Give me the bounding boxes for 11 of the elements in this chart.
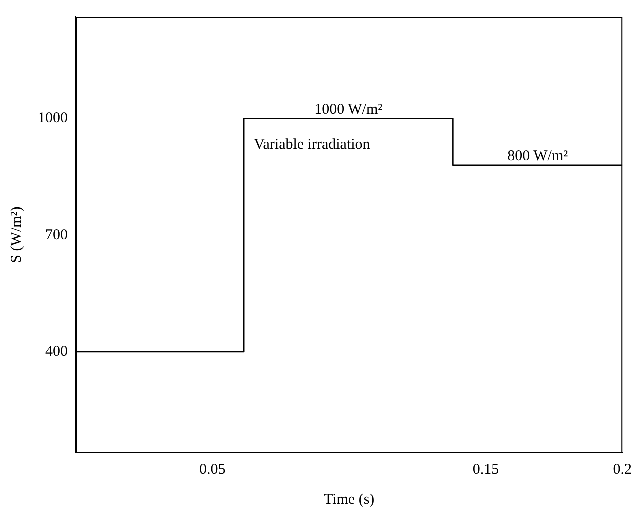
annotation: 800 W/m² xyxy=(508,148,569,164)
y-axis-title: S (W/m²) xyxy=(8,206,25,264)
y-tick-label: 700 xyxy=(46,227,68,244)
y-tick-label: 400 xyxy=(46,344,68,360)
annotation: 1000 W/m² xyxy=(314,102,384,118)
annotation: Variable irradiation xyxy=(254,136,371,153)
x-tick-label: 0.2 xyxy=(613,462,632,478)
y-tick-label: 1000 xyxy=(38,110,68,127)
x-tick-label: 0.15 xyxy=(472,462,500,478)
x-tick-label: 0.05 xyxy=(200,462,226,478)
x-axis-title: Time (s) xyxy=(324,492,375,508)
